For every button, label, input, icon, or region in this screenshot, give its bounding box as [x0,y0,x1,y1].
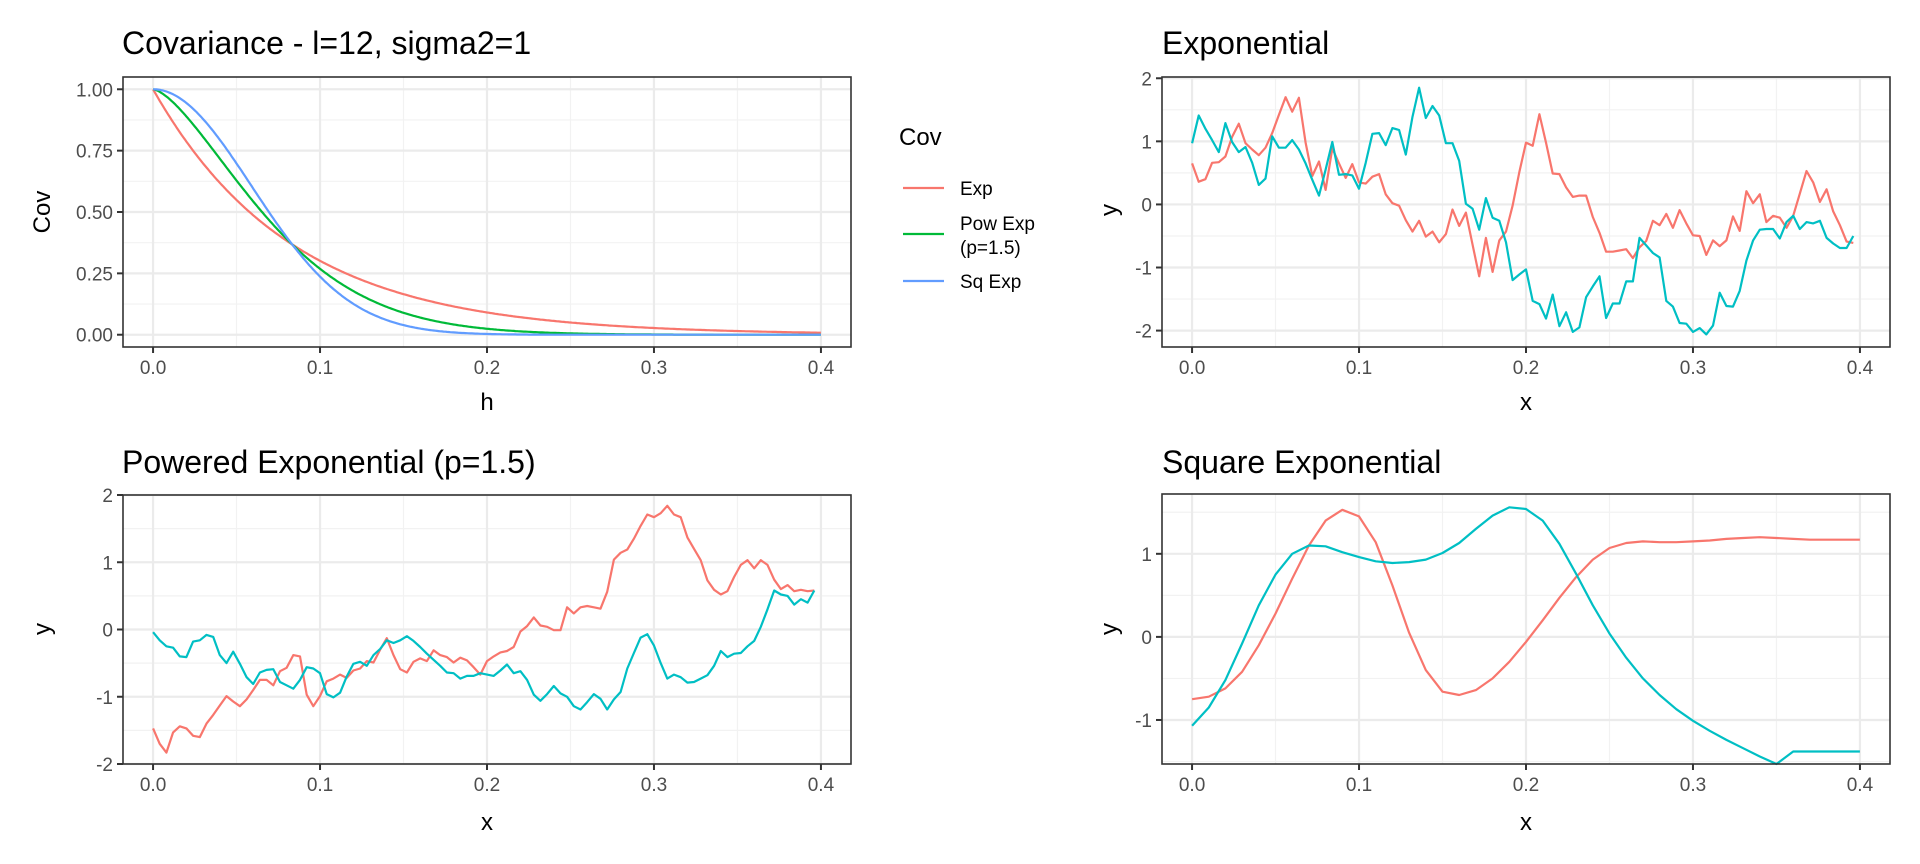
panel-covariance: Covariance - l=12, sigma2=1 0.0 0.1 0.2 0.3… [29,25,852,416]
x-axis: 0.0 0.1 0.2 0.3 0.4 [1179,347,1874,379]
y-tick-label: 1 [1141,132,1152,153]
y-axis-label: y [29,623,56,635]
x-tick-label: 0.2 [1513,775,1539,796]
legend: Cov Exp Pow Exp (p=1.5) Sq Exp [899,124,1035,293]
x-tick-label: 0.3 [1680,775,1706,796]
y-tick-label: 0.00 [76,326,113,347]
grid [1162,77,1890,347]
y-tick-label: -1 [1135,259,1152,280]
y-tick-label: 0 [1141,628,1152,649]
x-tick-label: 0.0 [1179,358,1205,379]
y-tick-label: 2 [1141,69,1152,90]
x-axis: 0.0 0.1 0.2 0.3 0.4 [1179,764,1874,796]
x-tick-label: 0.0 [140,775,166,796]
x-axis-label: x [481,809,493,836]
series-line-sample-2 [152,589,816,711]
x-tick-label: 0.1 [1346,775,1372,796]
x-tick-label: 0.4 [808,775,835,796]
x-tick-label: 0.2 [474,358,500,379]
series-line-exp [152,88,821,334]
x-axis-label: h [480,389,493,416]
legend-label-sq-exp: Sq Exp [960,272,1021,293]
x-tick-label: 0.4 [1847,358,1874,379]
y-tick-label: 1.00 [76,80,113,101]
x-axis: 0.0 0.1 0.2 0.3 0.4 [140,347,835,379]
grid [123,77,851,347]
panel-square-exponential: Square Exponential 0.0 0.1 0.2 0.3 0.4 -101 … [1096,444,1891,836]
x-tick-label: 0.2 [1513,358,1539,379]
x-axis-label: x [1520,809,1532,836]
y-tick-label: 2 [102,486,113,507]
panel-exponential: Exponential 0.0 0.1 0.2 0.3 0.4 -2 -1 0 1 2 x y [1096,25,1891,416]
y-tick-label: -1 [96,688,113,709]
legend-title: Cov [899,124,942,151]
y-axis: -1 0 1 [1135,545,1162,732]
y-axis-label: Cov [29,191,56,234]
x-tick-label: 0.4 [808,358,835,379]
grid [123,493,851,766]
legend-label-pow-exp-param: (p=1.5) [960,238,1021,259]
y-tick-label: 0.75 [76,142,113,163]
y-tick-label: 0.25 [76,264,113,285]
x-tick-label: 0.3 [641,358,667,379]
y-axis: -2 -1 0 1 2 [1135,69,1162,343]
y-tick-label: -1 [1135,711,1152,732]
x-tick-label: 0.3 [1680,358,1706,379]
legend-label-pow-exp: Pow Exp [960,214,1035,235]
panel-title: Exponential [1162,25,1329,61]
y-tick-label: 1 [1141,545,1152,566]
legend-label-exp: Exp [960,179,993,200]
series-line-sample-1 [152,504,815,754]
y-axis: -2 -1 0 1 2 [96,486,123,776]
panel-title: Powered Exponential (p=1.5) [122,444,536,480]
series-line-sample-2 [1191,506,1860,766]
x-tick-label: 0.4 [1847,775,1874,796]
series-lines [1191,86,1855,336]
grid [1162,494,1890,764]
y-axis-label: y [1096,204,1123,216]
x-tick-label: 0.0 [140,358,166,379]
series-lines [152,88,821,336]
x-axis-label: x [1520,389,1532,416]
y-tick-label: -2 [1135,322,1152,343]
series-lines [1191,506,1860,766]
x-tick-label: 0.0 [1179,775,1205,796]
series-lines [152,504,816,754]
y-axis: 0.00 0.25 0.50 0.75 1.00 [76,80,123,347]
panel-powered-exponential: Powered Exponential (p=1.5) 0.0 0.1 0.2 0.3… [29,444,852,836]
series-line-sample-2 [1191,86,1855,336]
y-tick-label: 0.50 [76,203,113,224]
panel-title: Square Exponential [1162,444,1441,480]
x-axis: 0.0 0.1 0.2 0.3 0.4 [140,764,835,796]
x-tick-label: 0.1 [307,358,333,379]
y-tick-label: 0 [102,621,113,642]
series-line-sample-1 [1191,96,1854,278]
y-tick-label: 0 [1141,195,1152,216]
x-tick-label: 0.1 [1346,358,1372,379]
y-tick-label: -2 [96,755,113,776]
y-tick-label: 1 [102,553,113,574]
x-tick-label: 0.2 [474,775,500,796]
x-tick-label: 0.3 [641,775,667,796]
panel-title: Covariance - l=12, sigma2=1 [122,25,531,61]
series-line-sample-1 [1191,508,1860,701]
series-line-sq-exp [153,88,821,336]
y-axis-label: y [1096,623,1123,635]
x-tick-label: 0.1 [307,775,333,796]
